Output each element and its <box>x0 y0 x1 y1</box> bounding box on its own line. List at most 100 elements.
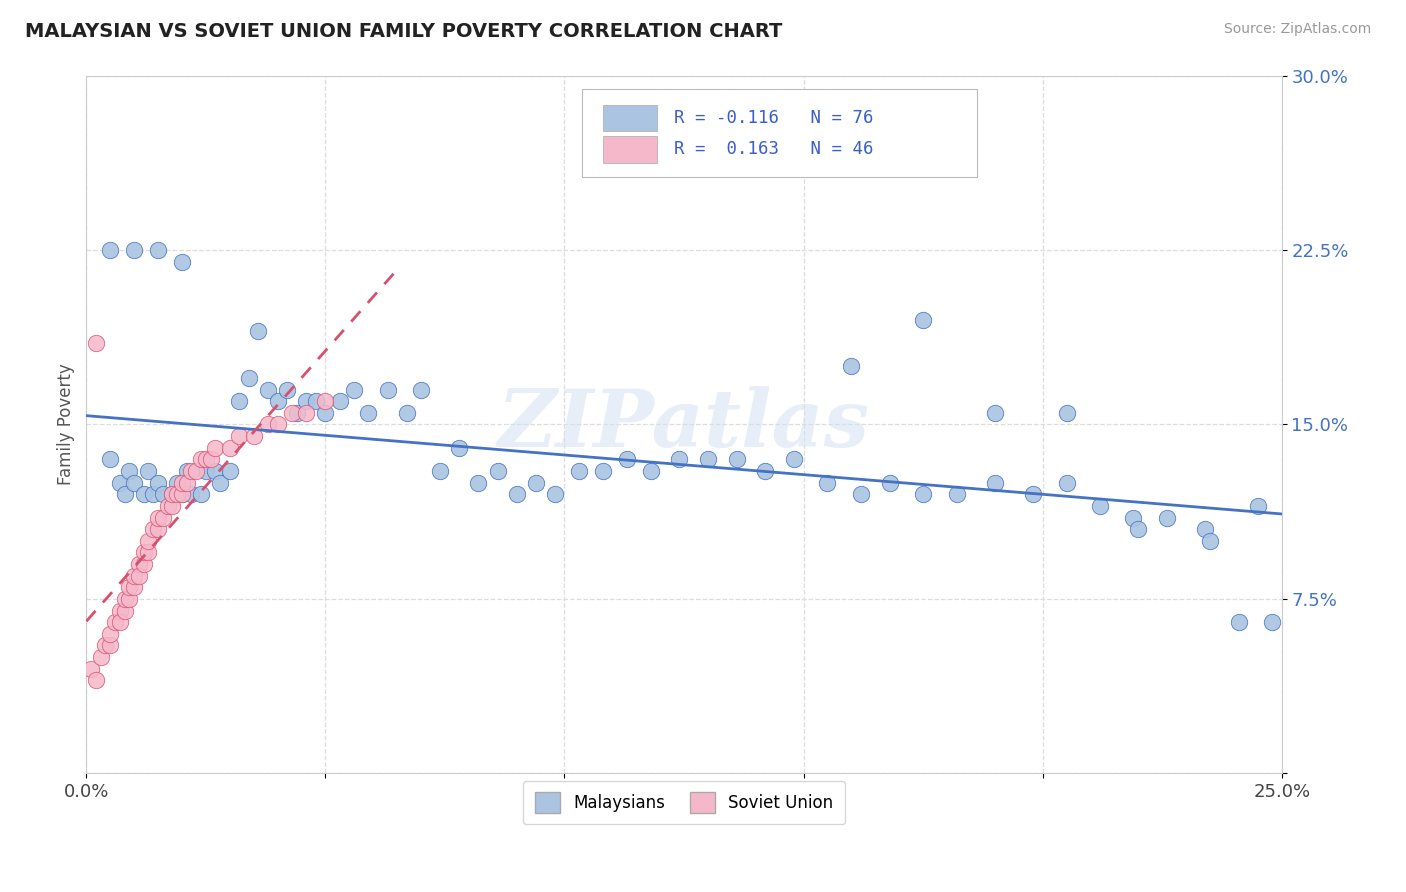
Point <box>146 510 169 524</box>
Point <box>108 604 131 618</box>
Point <box>118 580 141 594</box>
Point <box>783 452 806 467</box>
Point <box>544 487 567 501</box>
Text: R = -0.116   N = 76: R = -0.116 N = 76 <box>675 109 875 127</box>
Point <box>166 475 188 490</box>
Text: ZIPatlas: ZIPatlas <box>498 385 870 463</box>
Point <box>879 475 901 490</box>
Point <box>118 591 141 606</box>
Point <box>162 487 184 501</box>
Point <box>122 568 145 582</box>
Point <box>142 522 165 536</box>
Point <box>218 441 240 455</box>
Point <box>114 591 136 606</box>
Point <box>98 452 121 467</box>
Point <box>180 487 202 501</box>
Point <box>146 522 169 536</box>
Point <box>238 371 260 385</box>
Point <box>696 452 718 467</box>
Point <box>343 383 366 397</box>
Point <box>276 383 298 397</box>
Point <box>568 464 591 478</box>
Point <box>132 487 155 501</box>
Point <box>194 452 217 467</box>
Point <box>180 464 202 478</box>
Point <box>166 487 188 501</box>
Point <box>377 383 399 397</box>
Point <box>98 639 121 653</box>
Point <box>132 545 155 559</box>
Point <box>138 533 160 548</box>
Text: MALAYSIAN VS SOVIET UNION FAMILY POVERTY CORRELATION CHART: MALAYSIAN VS SOVIET UNION FAMILY POVERTY… <box>25 22 783 41</box>
Point <box>122 580 145 594</box>
Point <box>409 383 432 397</box>
Point <box>138 464 160 478</box>
Point <box>108 615 131 630</box>
Point <box>357 406 380 420</box>
Point <box>190 487 212 501</box>
Point <box>285 406 308 420</box>
Point <box>1022 487 1045 501</box>
Point <box>104 615 127 630</box>
Point <box>1199 533 1222 548</box>
Point <box>467 475 489 490</box>
Bar <box>603 105 657 131</box>
Point <box>209 475 232 490</box>
Point <box>218 464 240 478</box>
Point <box>90 650 112 665</box>
Point <box>295 406 318 420</box>
Point <box>228 394 250 409</box>
Point <box>152 510 174 524</box>
Bar <box>603 136 657 162</box>
Point <box>1261 615 1284 630</box>
Y-axis label: Family Poverty: Family Poverty <box>58 364 75 485</box>
Point <box>200 452 222 467</box>
Point <box>118 464 141 478</box>
Text: Source: ZipAtlas.com: Source: ZipAtlas.com <box>1223 22 1371 37</box>
Point <box>314 394 336 409</box>
Point <box>114 487 136 501</box>
Point <box>524 475 547 490</box>
Point <box>204 464 226 478</box>
Point <box>98 627 121 641</box>
Point <box>228 429 250 443</box>
Point <box>204 441 226 455</box>
Point <box>170 487 193 501</box>
Point <box>186 464 208 478</box>
Point <box>98 243 121 257</box>
Point <box>449 441 471 455</box>
Point <box>912 487 935 501</box>
Point <box>616 452 638 467</box>
Point <box>266 417 288 432</box>
Point <box>146 243 169 257</box>
Text: R =  0.163   N = 46: R = 0.163 N = 46 <box>675 141 875 159</box>
Point <box>305 394 328 409</box>
Point <box>295 394 318 409</box>
Point <box>912 313 935 327</box>
Point <box>505 487 527 501</box>
Point <box>176 464 198 478</box>
Point <box>668 452 690 467</box>
Point <box>640 464 662 478</box>
Point <box>128 557 150 571</box>
Point <box>80 662 103 676</box>
FancyBboxPatch shape <box>582 89 977 177</box>
Point <box>1247 499 1270 513</box>
Point <box>170 254 193 268</box>
Point <box>94 639 117 653</box>
Point <box>128 568 150 582</box>
Point <box>162 487 184 501</box>
Point <box>984 475 1007 490</box>
Point <box>242 429 264 443</box>
Point <box>190 452 212 467</box>
Point <box>266 394 288 409</box>
Point <box>429 464 451 478</box>
Point <box>1056 406 1078 420</box>
Point <box>984 406 1007 420</box>
Point <box>841 359 863 374</box>
Point <box>122 475 145 490</box>
Point <box>247 325 270 339</box>
Point <box>281 406 304 420</box>
Point <box>142 487 165 501</box>
Point <box>84 336 107 351</box>
